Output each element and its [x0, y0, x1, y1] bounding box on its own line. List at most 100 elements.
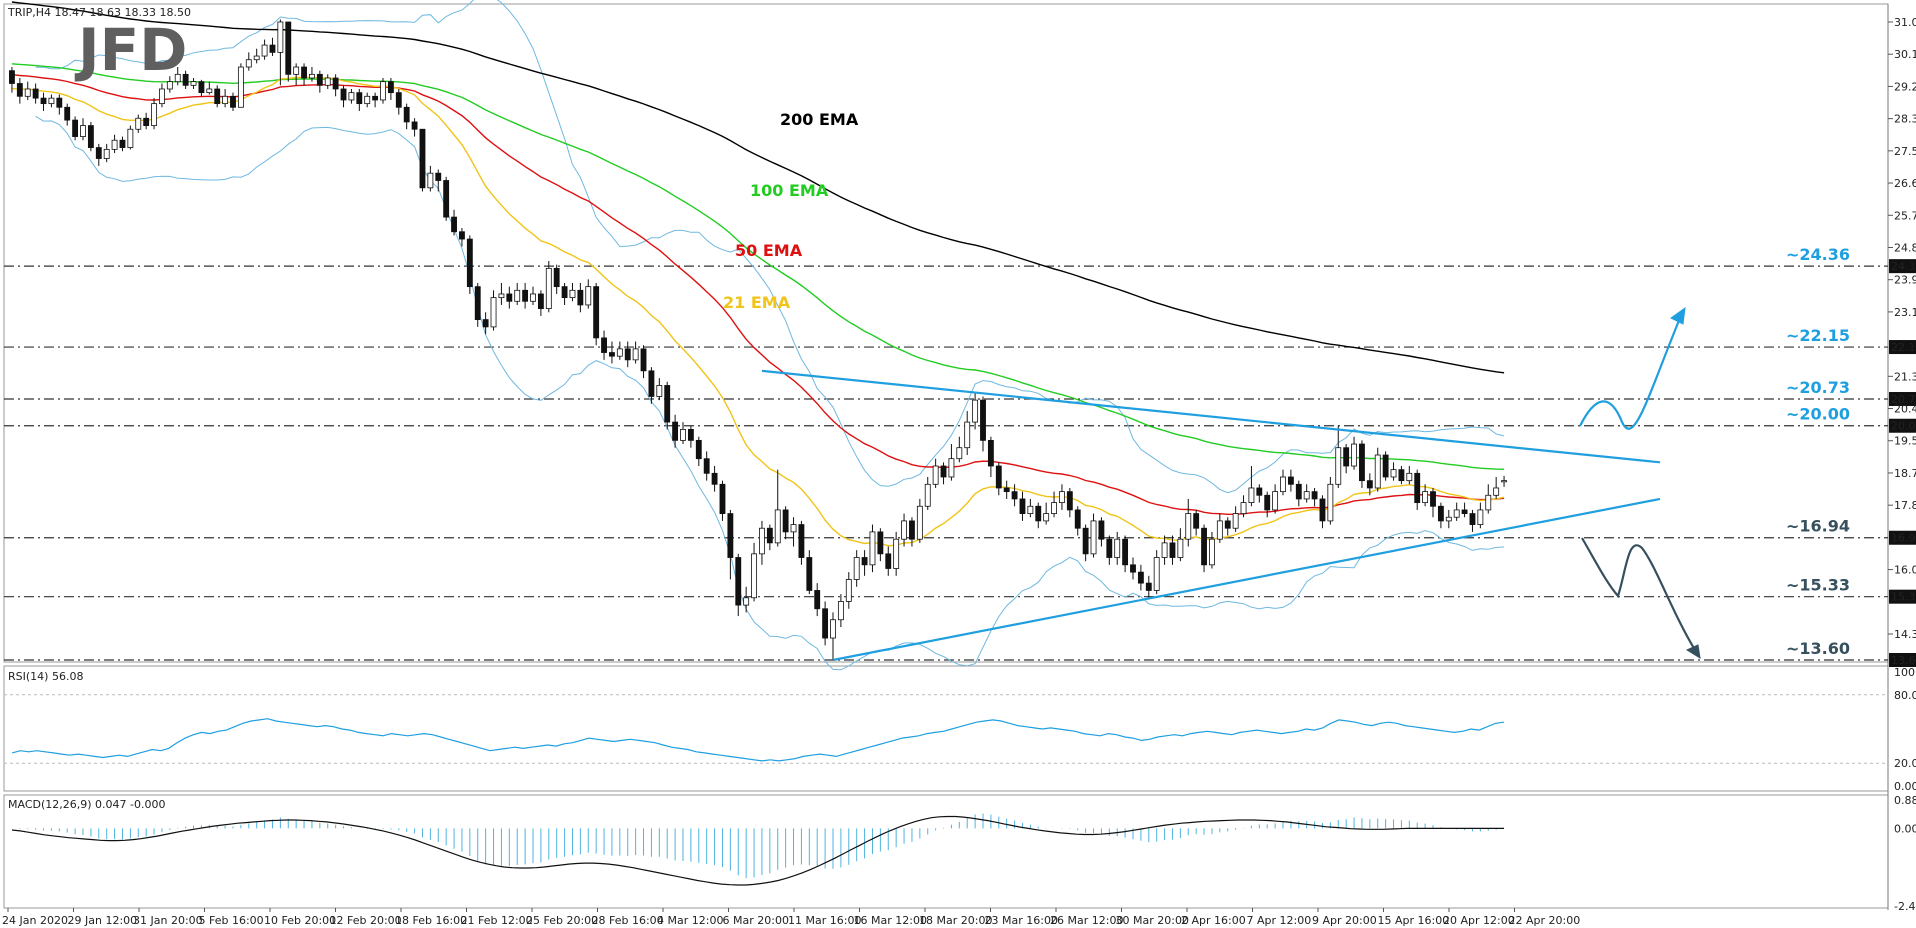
candle-body — [506, 293, 513, 302]
candle-body — [1185, 513, 1192, 540]
candle-body — [1106, 538, 1113, 558]
price-level-tag — [1889, 653, 1916, 667]
candle-body — [435, 172, 442, 181]
candle-body — [64, 106, 71, 121]
rsi-tick-label: 0.00 — [1894, 780, 1916, 793]
upper-trendline — [761, 369, 1661, 464]
candle-body — [1374, 454, 1381, 489]
candle-body — [32, 88, 39, 99]
price-tick-label: 18.71 — [1894, 467, 1916, 480]
candle-body — [1130, 564, 1136, 573]
candle-body — [593, 286, 600, 339]
candle-body — [948, 458, 955, 478]
candle-body — [901, 520, 907, 540]
candle-body — [909, 520, 915, 540]
x-tick-label: 23 Mar 16:00 — [985, 914, 1058, 927]
price-tick-label: 28.39 — [1894, 113, 1916, 126]
candle-body — [537, 293, 544, 310]
price-level-tag-label: 15.33 — [1891, 591, 1916, 604]
candle-body — [348, 92, 355, 101]
candle-body — [798, 524, 805, 558]
x-tick-label: 9 Apr 20:00 — [1312, 914, 1377, 927]
candle-body — [553, 267, 560, 288]
candle-body — [198, 81, 205, 94]
rsi-tick-label: 20.00 — [1894, 757, 1916, 770]
candle-body — [40, 97, 47, 105]
price-tick-label: 20.47 — [1894, 403, 1916, 416]
candle-body — [48, 97, 55, 105]
candle-body — [735, 557, 742, 606]
level-label: ~13.60 — [1786, 639, 1850, 658]
rsi-plot — [4, 694, 1888, 764]
annotations: 200 EMA 100 EMA 50 EMA 21 EMA ~24.36 ~22.15 ~2… — [723, 110, 1850, 658]
candle-body — [1319, 498, 1326, 522]
candle-body — [743, 597, 750, 606]
candle-body — [143, 117, 150, 126]
price-tick-label: 17.83 — [1894, 499, 1916, 512]
candle-body — [869, 531, 876, 566]
candle-body — [206, 88, 213, 94]
candle-body — [1003, 487, 1010, 493]
candle-body — [253, 55, 260, 61]
candle-body — [340, 88, 347, 101]
macd-signal-line — [11, 815, 1504, 886]
x-tick-label: 31 Jan 20:00 — [133, 914, 203, 927]
candle-body — [648, 370, 655, 397]
candle-body — [1074, 509, 1081, 529]
horizontal-levels — [4, 265, 1888, 661]
x-tick-label: 29 Jan 12:00 — [68, 914, 138, 927]
candle-body — [1224, 520, 1231, 529]
candle-body — [380, 81, 386, 101]
candle-body — [837, 601, 844, 621]
candle-body — [230, 95, 236, 108]
candle-body — [451, 216, 457, 233]
ema-100-line — [11, 63, 1505, 470]
axes: 31.03 30.15 29.27 28.39 27.51 26.63 25.75 24.87… — [2, 16, 1916, 927]
price-tick-label: 30.15 — [1894, 48, 1916, 61]
candle-body — [561, 286, 568, 299]
candle-body — [127, 128, 134, 148]
x-tick-label: 15 Apr 16:00 — [1378, 914, 1450, 927]
candle-body — [324, 77, 331, 86]
ema-label: 200 EMA — [780, 110, 859, 129]
candle-body — [151, 103, 157, 126]
candle-body — [1145, 582, 1152, 591]
price-tick-label: 21.35 — [1894, 370, 1916, 383]
candle-body — [309, 73, 315, 79]
candle-body — [766, 527, 773, 544]
x-tick-label: 24 Jan 2020 — [2, 914, 68, 927]
jfd-logo: JFD — [74, 16, 187, 84]
candle-body — [1153, 557, 1160, 591]
candle-body — [1209, 538, 1215, 566]
ema-label: 100 EMA — [750, 181, 829, 200]
candle-body — [1027, 505, 1034, 514]
price-tick-label: 14.31 — [1894, 628, 1916, 641]
macd-header: MACD(12,26,9) 0.047 -0.000 — [8, 798, 166, 811]
candle-body — [1232, 513, 1239, 529]
candle-body — [9, 70, 15, 84]
candle-body — [459, 231, 465, 240]
candle-body — [845, 579, 852, 602]
candle-body — [80, 125, 86, 137]
candle-body — [703, 458, 710, 474]
candle-body — [672, 421, 679, 441]
ema-label: 50 EMA — [735, 241, 803, 260]
candle-body — [1343, 447, 1350, 467]
candle-body — [522, 289, 529, 302]
candle-body — [1390, 469, 1397, 478]
candles — [9, 19, 1507, 660]
x-tick-label: 20 Apr 12:00 — [1443, 914, 1515, 927]
bearish-arrow-path — [1581, 537, 1696, 651]
candle-body — [664, 385, 671, 423]
x-tick-label: 11 Mar 16:00 — [788, 914, 861, 927]
candle-body — [237, 66, 244, 108]
bollinger-upper — [35, 0, 1505, 494]
rsi-tick-label: 80.00 — [1894, 689, 1916, 702]
candle-body — [1366, 480, 1373, 489]
ema-200-line — [11, 1, 1505, 374]
candle-body — [987, 439, 994, 467]
level-label: ~15.33 — [1786, 576, 1850, 595]
candle-body — [601, 337, 607, 353]
candle-body — [474, 286, 481, 320]
